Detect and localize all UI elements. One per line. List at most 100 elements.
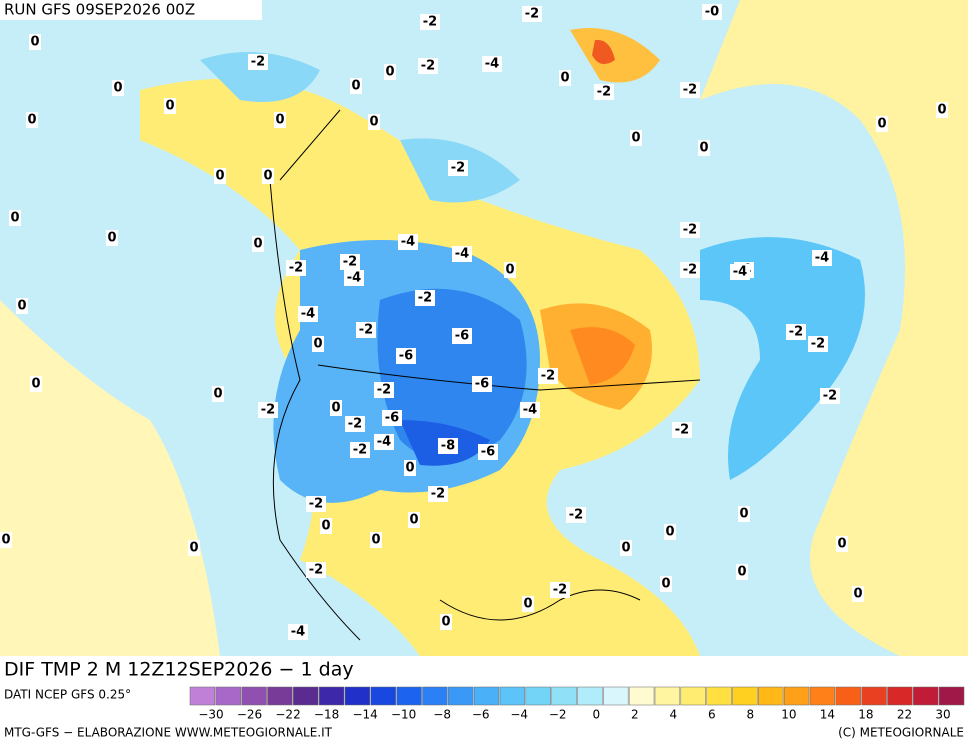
contour-label-bg bbox=[16, 298, 28, 314]
colorbar-swatch bbox=[241, 686, 267, 706]
contour-label-bg bbox=[812, 250, 832, 266]
contour-label-bg bbox=[876, 116, 888, 132]
contour-label-bg bbox=[680, 222, 700, 238]
colorbar-label: −26 bbox=[237, 708, 262, 722]
contour-label-bg bbox=[214, 168, 226, 184]
contour-label-bg bbox=[288, 624, 308, 640]
contour-label: 0 bbox=[505, 263, 514, 278]
contour-label-bg bbox=[344, 270, 364, 286]
contour-label: 0 bbox=[215, 169, 224, 184]
colorbar-label: −18 bbox=[314, 708, 339, 722]
contour-label: 0 bbox=[1, 533, 10, 548]
contour-label: -4 bbox=[401, 235, 415, 250]
contour-label: 0 bbox=[253, 237, 262, 252]
contour-label-bg bbox=[566, 507, 586, 523]
contour-label-bg bbox=[522, 596, 534, 612]
contour-label: 0 bbox=[523, 597, 532, 612]
contour-label: 0 bbox=[371, 533, 380, 548]
contour-label: -6 bbox=[385, 411, 399, 426]
colorbar-swatch bbox=[370, 686, 396, 706]
contour-label-bg bbox=[452, 328, 472, 344]
contour-label-bg bbox=[620, 540, 632, 556]
contour-label: -2 bbox=[343, 255, 357, 270]
contour-label: -2 bbox=[309, 563, 323, 578]
contour-label-bg bbox=[248, 54, 268, 70]
contour-label: 0 bbox=[560, 71, 569, 86]
colorbar-swatch bbox=[473, 686, 500, 706]
map-field bbox=[0, 0, 968, 656]
contour-label: 0 bbox=[113, 81, 122, 96]
contour-label: -4 bbox=[815, 251, 829, 266]
contour-label: -2 bbox=[289, 261, 303, 276]
contour-label: 0 bbox=[313, 337, 322, 352]
contour-label-bg bbox=[730, 264, 750, 280]
contour-label: -2 bbox=[683, 263, 697, 278]
contour-label-bg bbox=[559, 70, 571, 86]
colorbar-swatch bbox=[499, 686, 526, 706]
contour-label-bg bbox=[820, 388, 840, 404]
contour-label: -2 bbox=[597, 85, 611, 100]
contour-label-bg bbox=[420, 14, 440, 30]
contour-label: 0 bbox=[189, 541, 198, 556]
contour-label-bg bbox=[538, 368, 558, 384]
contour-label: 0 bbox=[621, 541, 630, 556]
contour-label: 0 bbox=[27, 113, 36, 128]
contour-label: 0 bbox=[631, 131, 640, 146]
contour-label: 0 bbox=[877, 117, 886, 132]
source-text: DATI NCEP GFS 0.25° bbox=[4, 688, 131, 702]
contour-label-bg bbox=[306, 562, 326, 578]
contour-label-bg bbox=[262, 168, 274, 184]
colorbar-label: 2 bbox=[631, 708, 639, 722]
colorbar-swatch bbox=[551, 686, 577, 706]
contour-label-bg bbox=[672, 422, 692, 438]
colorbar-swatch bbox=[680, 686, 706, 706]
contour-label-bg bbox=[836, 536, 848, 552]
contour-label-bg bbox=[630, 130, 642, 146]
contour-label-bg bbox=[374, 382, 394, 398]
contour-label-bg bbox=[370, 532, 382, 548]
contour-label: 0 bbox=[409, 513, 418, 528]
contour-label-bg bbox=[404, 460, 416, 476]
contour-label: -2 bbox=[309, 497, 323, 512]
contour-label: -6 bbox=[481, 445, 495, 460]
contour-label: 0 bbox=[699, 141, 708, 156]
contour-label-bg bbox=[368, 114, 380, 130]
contour-label-bg bbox=[298, 306, 318, 322]
colorbar-swatch bbox=[603, 686, 629, 706]
contour-label-bg bbox=[440, 614, 452, 630]
credit-text: MTG-GFS − ELABORAZIONE WWW.METEOGIORNALE… bbox=[4, 726, 333, 740]
contour-label-bg bbox=[504, 262, 516, 278]
contour-label: -2 bbox=[683, 223, 697, 238]
contour-label: -6 bbox=[455, 329, 469, 344]
colorbar-label: 6 bbox=[708, 708, 716, 722]
contour-label-bg bbox=[112, 80, 124, 96]
colorbar-swatch bbox=[732, 686, 758, 706]
contour-label: -8 bbox=[441, 439, 455, 454]
contour-label-bg bbox=[786, 324, 806, 340]
contour-label-bg bbox=[408, 512, 420, 528]
contour-label-bg bbox=[428, 486, 448, 502]
contour-label: 0 bbox=[165, 99, 174, 114]
contour-label: -4 bbox=[523, 403, 537, 418]
contour-label: -4 bbox=[733, 265, 747, 280]
contour-label: -2 bbox=[261, 403, 275, 418]
colorbar-label: 8 bbox=[747, 708, 755, 722]
contour-label-bg bbox=[852, 586, 864, 602]
contour-label: -4 bbox=[485, 57, 499, 72]
contour-label-bg bbox=[438, 438, 458, 454]
contour-label: -2 bbox=[823, 389, 837, 404]
contour-label-bg bbox=[660, 576, 672, 592]
contour-label: 0 bbox=[441, 615, 450, 630]
contour-label-bg bbox=[522, 6, 542, 22]
colorbar-swatch bbox=[189, 686, 216, 706]
contour-label: 0 bbox=[17, 299, 26, 314]
contour-label-bg bbox=[29, 34, 41, 50]
contour-label: 0 bbox=[275, 113, 284, 128]
contour-label: -6 bbox=[475, 377, 489, 392]
contour-label: -2 bbox=[541, 369, 555, 384]
colorbar-swatch bbox=[628, 686, 655, 706]
colorbar-swatch bbox=[215, 686, 241, 706]
colorbar-label: −2 bbox=[549, 708, 567, 722]
contour-label-bg bbox=[350, 442, 370, 458]
contour-label-bg bbox=[384, 64, 396, 80]
